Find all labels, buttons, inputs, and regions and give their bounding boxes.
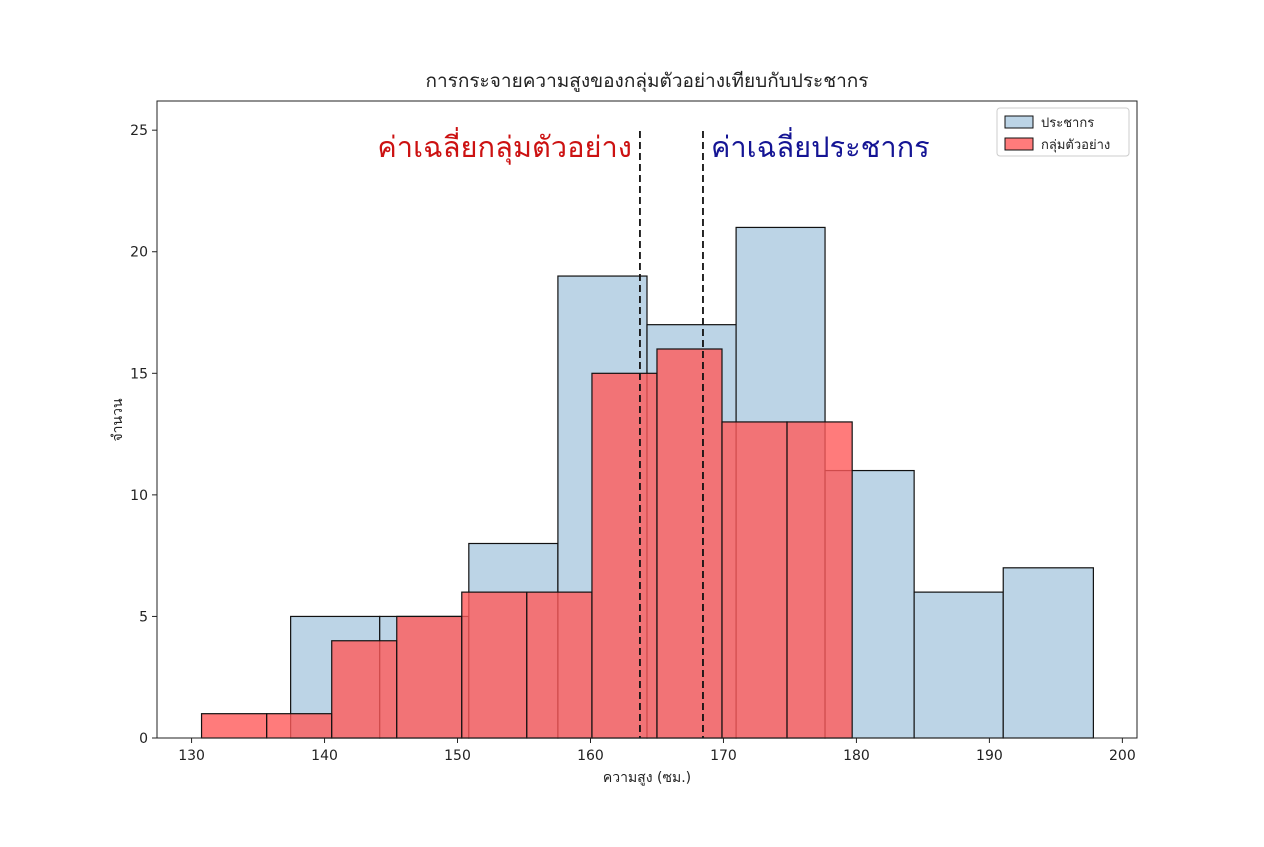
histogram-bar: [591, 372, 658, 739]
x-tick-label: 130: [178, 748, 205, 764]
histogram-bar: [266, 713, 333, 739]
legend-label: ประชากร: [1041, 116, 1094, 131]
histogram-bar: [526, 591, 593, 739]
y-tick-label: 15: [130, 366, 148, 382]
chart-title: การกระจายความสูงของกลุ่มตัวอย่างเทียบกับ…: [425, 70, 868, 93]
histogram-bar: [913, 591, 1004, 739]
x-tick-label: 140: [311, 748, 338, 764]
legend-label: กลุ่มตัวอย่าง: [1041, 138, 1110, 153]
x-tick-label: 160: [577, 748, 604, 764]
y-tick-label: 5: [139, 609, 148, 625]
mean-label: ค่าเฉลี่ยกลุ่มตัวอย่าง: [377, 127, 632, 165]
x-tick-label: 180: [843, 748, 870, 764]
histogram-bar: [656, 348, 723, 739]
histogram-bar: [396, 615, 463, 739]
x-tick-label: 200: [1109, 748, 1136, 764]
x-tick-label: 170: [710, 748, 737, 764]
legend-swatch: [1004, 115, 1034, 129]
legend-swatch: [1004, 137, 1034, 151]
y-tick-label: 25: [130, 123, 148, 139]
histogram-bar: [1002, 567, 1094, 739]
y-axis-label: จำนวน: [110, 398, 126, 441]
x-axis-label: ความสูง (ซม.): [603, 770, 691, 786]
histogram-bar: [200, 713, 268, 739]
y-tick-label: 20: [130, 245, 148, 261]
plot-frame: [156, 100, 1138, 739]
histogram-bar: [721, 421, 788, 739]
histogram-bar: [331, 640, 398, 739]
x-tick-label: 150: [444, 748, 471, 764]
histogram-bar: [461, 591, 528, 739]
y-tick-label: 10: [130, 488, 148, 504]
mean-label: ค่าเฉลี่ยประชากร: [711, 127, 930, 164]
histogram-bar: [786, 421, 853, 739]
y-tick-label: 0: [139, 731, 148, 747]
x-tick-label: 190: [976, 748, 1003, 764]
